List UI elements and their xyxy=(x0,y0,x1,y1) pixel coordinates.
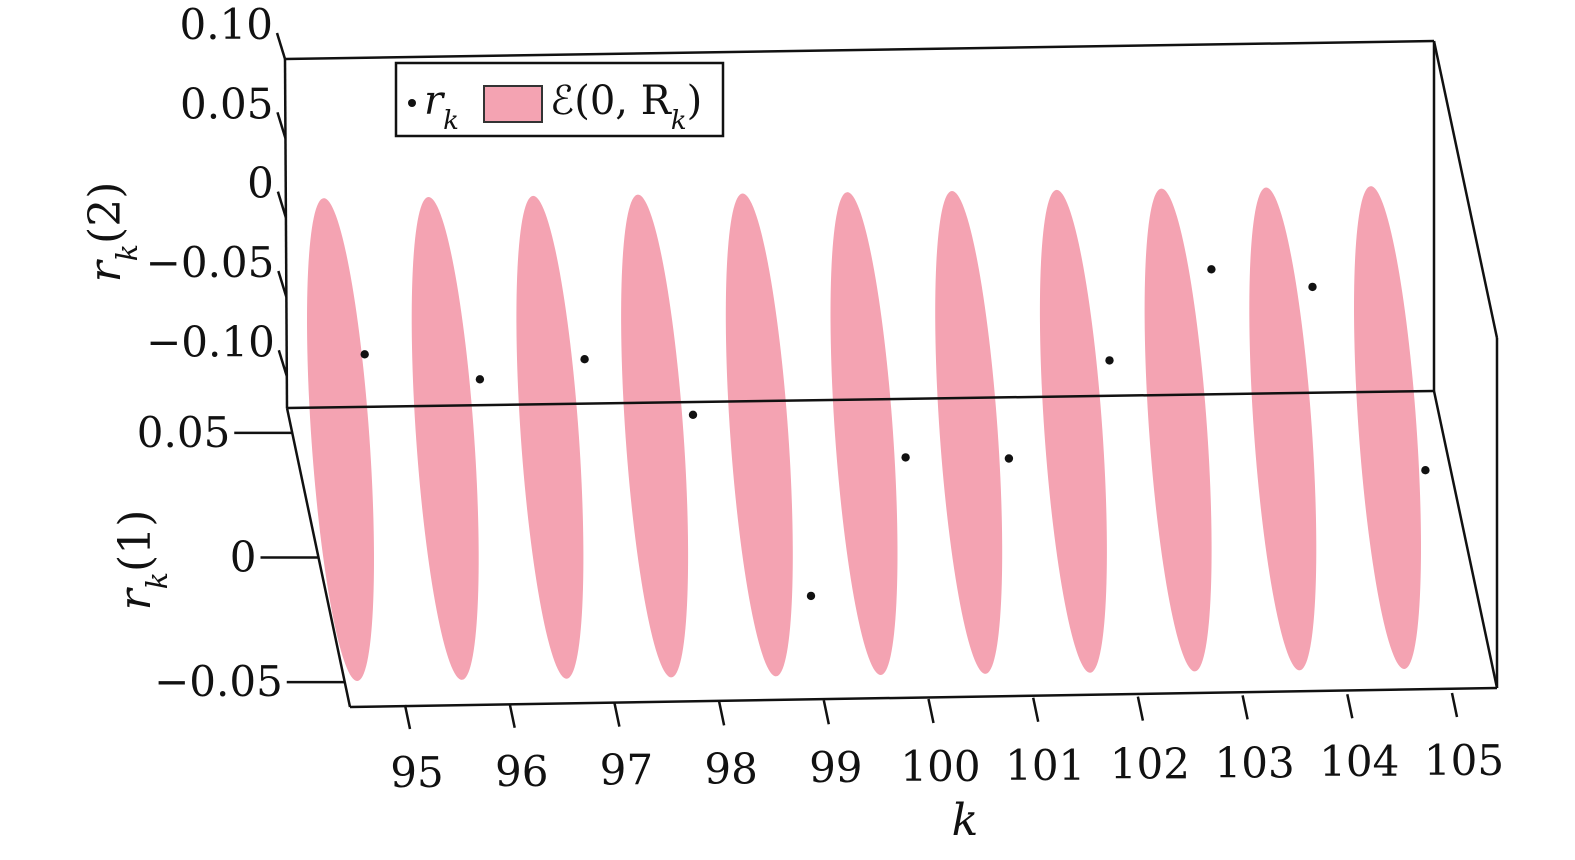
x-tick xyxy=(613,702,621,727)
frame-line xyxy=(286,389,1435,410)
ellipse-mark xyxy=(516,195,584,679)
z-tick-label: −0.10 xyxy=(146,317,275,366)
x-tick-label: 96 xyxy=(495,747,548,796)
ellipse-mark xyxy=(1354,186,1421,670)
z-tick-label: 0 xyxy=(247,159,274,208)
legend-box xyxy=(394,61,725,138)
z-tick xyxy=(277,349,289,377)
data-point xyxy=(1308,282,1317,292)
frame-line xyxy=(349,686,1498,709)
tick-layer: 95 96 97 98 99 100 101 102 103 104 105 0.05 0 −0.05 0.… xyxy=(137,0,1504,797)
legend-point-marker xyxy=(408,99,416,107)
frame-line xyxy=(1432,390,1499,689)
x-tick-label: 104 xyxy=(1319,737,1399,786)
frame-line xyxy=(283,58,289,409)
x-tick xyxy=(1136,696,1145,721)
x-tick-label: 98 xyxy=(704,744,757,793)
z-axis-label: rk(2) xyxy=(80,182,144,283)
x-tick xyxy=(927,698,935,724)
frame-line xyxy=(1432,40,1499,339)
ellipse-mark xyxy=(1039,189,1107,673)
x-tick-label: 99 xyxy=(809,743,862,792)
z-tick-label: −0.05 xyxy=(146,238,275,287)
x-tick xyxy=(1346,693,1354,719)
x-tick-label: 97 xyxy=(600,746,653,795)
ellipse-mark xyxy=(621,194,689,678)
y-axis-label: rk(1) xyxy=(110,510,174,611)
x-tick xyxy=(403,704,412,730)
ellipse-mark xyxy=(411,196,479,680)
x-tick-label: 101 xyxy=(1005,741,1085,790)
x-tick xyxy=(1450,692,1459,718)
legend: rk ℰ(0, Rk) xyxy=(394,61,725,138)
data-point xyxy=(806,591,816,601)
x-tick-label: 95 xyxy=(390,748,443,797)
data-point xyxy=(1004,454,1014,463)
x-tick xyxy=(717,701,726,726)
data-point xyxy=(901,453,910,462)
y-tick-label: 0 xyxy=(230,533,257,582)
legend-ellipse-swatch xyxy=(483,85,543,123)
frame-line xyxy=(284,39,1435,61)
y-tick-label: −0.05 xyxy=(154,657,283,706)
data-point xyxy=(360,350,369,359)
legend-label-ellipse: ℰ(0, Rk) xyxy=(550,78,702,136)
z-tick xyxy=(276,191,288,219)
ellipse-mark xyxy=(307,198,374,682)
x-tick-label: 100 xyxy=(900,742,980,791)
data-point xyxy=(1105,356,1114,365)
data-point xyxy=(1421,466,1430,475)
ellipse-mark xyxy=(1144,188,1212,672)
x-tick xyxy=(1241,695,1249,720)
z-tick xyxy=(277,270,288,298)
z-tick-label: 0.10 xyxy=(179,0,273,49)
x-axis-label: k xyxy=(952,795,979,846)
data-point xyxy=(580,355,589,364)
x-tick-label: 103 xyxy=(1215,738,1295,787)
data-point xyxy=(475,375,485,384)
data-point xyxy=(1207,265,1216,274)
x-tick-label: 102 xyxy=(1110,740,1190,789)
x-tick xyxy=(508,703,516,729)
data-point xyxy=(688,410,698,419)
point-layer xyxy=(360,265,1430,601)
ellipse-mark xyxy=(935,190,1003,674)
x-tick xyxy=(1031,697,1040,723)
z-tick-label: 0.05 xyxy=(180,79,274,128)
x-tick-label: 105 xyxy=(1424,736,1504,785)
ellipse-layer xyxy=(307,186,1421,682)
z-tick xyxy=(276,111,287,139)
ellipse-mark xyxy=(1249,187,1317,671)
legend-label-point: rk xyxy=(424,78,459,136)
axes-frame xyxy=(283,39,1499,709)
ellipse-mark xyxy=(725,193,793,677)
x-tick xyxy=(822,699,831,725)
ellipse-mark xyxy=(830,192,898,676)
z-tick xyxy=(275,32,287,60)
y-tick-label: 0.05 xyxy=(137,408,231,457)
